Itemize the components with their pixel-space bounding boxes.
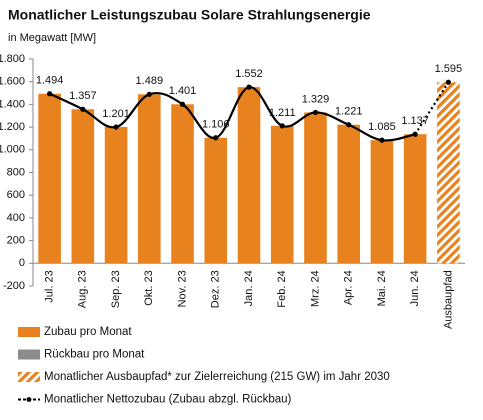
x-tick-label: Sep. 23 [110, 270, 122, 308]
chart-title: Monatlicher Leistungszubau Solare Strahl… [8, 7, 371, 23]
y-tick-label: 1.200 [0, 121, 25, 133]
y-tick-label: 1.600 [0, 76, 25, 88]
line-point [213, 135, 219, 141]
value-label: 1.201 [102, 108, 130, 120]
x-tick-label: Jun. 24 [409, 270, 421, 306]
value-label: 1.489 [136, 75, 164, 87]
y-tick-label: 400 [7, 212, 25, 224]
bar [270, 125, 294, 264]
x-tick-label: Okt. 23 [143, 270, 155, 305]
line-point [412, 131, 418, 137]
bar [304, 112, 327, 264]
x-tick-label: Apr. 24 [343, 270, 355, 305]
x-tick-label: Aug. 23 [77, 270, 89, 308]
line-point [279, 123, 285, 129]
value-label: 1.106 [202, 119, 230, 131]
line-point [179, 101, 186, 107]
legend-swatch [26, 397, 32, 402]
value-label: 1.494 [36, 75, 64, 87]
line-point [379, 137, 385, 143]
x-tick-label: Feb. 24 [276, 270, 288, 307]
y-tick-label: 1.400 [0, 98, 25, 110]
bar [104, 126, 128, 264]
value-label: 1.357 [69, 90, 97, 102]
x-tick-label: Jul. 23 [44, 270, 56, 302]
x-tick-label: Dez. 23 [210, 270, 222, 308]
bar [337, 124, 360, 264]
value-label: 1.595 [435, 63, 463, 75]
line-point [47, 91, 53, 97]
bar [138, 94, 161, 264]
value-label: 1.211 [269, 107, 296, 119]
x-tick-label: Ausbaupfad [442, 270, 454, 329]
y-tick-label: -200 [3, 280, 25, 292]
line-point [346, 122, 352, 128]
x-tick-label: Nov. 23 [176, 270, 188, 307]
value-label: 1.085 [368, 121, 396, 133]
bar [370, 140, 394, 264]
line-point [312, 109, 319, 116]
legend-swatch [18, 349, 40, 360]
legend-label: Rückbau pro Monat [44, 349, 145, 361]
line-point [146, 91, 152, 97]
y-tick-label: 1.000 [0, 144, 25, 156]
y-tick-label: 600 [7, 189, 25, 201]
y-tick-label: 0 [19, 257, 25, 269]
value-label: 1.552 [235, 68, 263, 80]
y-tick-label: 800 [7, 166, 25, 178]
legend-label: Monatlicher Ausbaupfad* zur Zielerreichu… [44, 371, 390, 383]
bar [237, 87, 261, 264]
bar [403, 134, 427, 264]
x-tick-label: Jan. 24 [243, 270, 255, 306]
bar [71, 109, 95, 264]
line-point [113, 124, 119, 130]
net-line [414, 81, 450, 135]
value-label: 1.221 [335, 106, 363, 118]
legend-swatch [18, 372, 40, 382]
value-label: 1.137 [401, 115, 429, 127]
y-tick-label: 1.800 [0, 53, 25, 65]
bar [204, 137, 228, 264]
legend-label: Monatlicher Nettozubau (Zubau abzgl. Rüc… [44, 394, 292, 406]
value-label: 1.401 [169, 85, 197, 97]
line-point [246, 84, 252, 90]
bar [171, 104, 194, 264]
x-tick-label: Mrz. 24 [309, 270, 321, 307]
legend-swatch [18, 327, 40, 337]
value-label: 1.329 [302, 93, 330, 105]
chart-subtitle: in Megawatt [MW] [8, 32, 96, 44]
x-tick-label: Mai. 24 [376, 270, 388, 306]
line-point [80, 106, 86, 112]
bar [38, 93, 61, 264]
line-point [445, 79, 451, 85]
y-tick-label: 200 [7, 235, 25, 247]
legend-label: Zubau pro Monat [44, 326, 132, 338]
bar [437, 82, 460, 264]
